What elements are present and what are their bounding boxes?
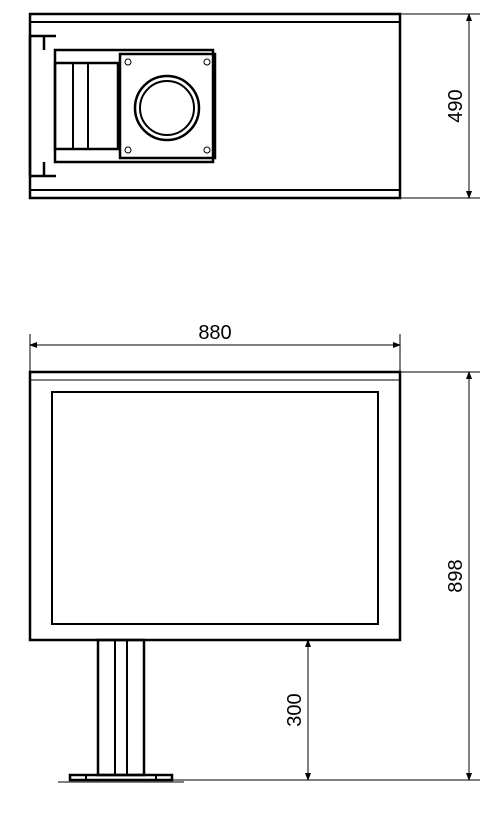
tv-bolt-tr	[204, 59, 210, 65]
drawing-canvas: 490 880	[0, 0, 500, 813]
fv-inner	[52, 392, 378, 624]
top-view: 490	[30, 14, 480, 198]
tv-knob-outer	[135, 76, 199, 140]
tv-bolt-br	[204, 147, 210, 153]
tv-bolt-bl	[125, 147, 131, 153]
fv-outer	[30, 372, 400, 640]
dim-880: 880	[30, 322, 400, 372]
dim-898: 898	[172, 372, 480, 780]
tv-motor	[55, 63, 118, 149]
front-view: 880 898 3	[30, 322, 480, 782]
dim-300-text: 300	[284, 693, 306, 726]
dim-300: 300	[144, 640, 318, 780]
fv-leg	[58, 640, 184, 782]
dim-490-text: 490	[445, 89, 467, 122]
dim-898-text: 898	[445, 559, 467, 592]
dim-490: 490	[400, 14, 480, 198]
tv-bolt-tl	[125, 59, 131, 65]
dim-880-text: 880	[198, 322, 231, 344]
tv-knob-inner	[140, 81, 194, 135]
